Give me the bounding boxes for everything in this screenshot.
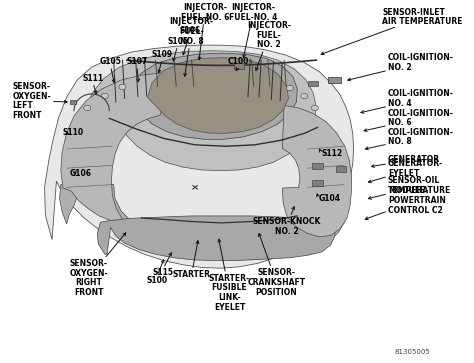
Polygon shape [86,51,316,171]
Text: 81305005: 81305005 [395,349,431,355]
Circle shape [84,105,91,111]
Text: SENSOR-
OXYGEN-
RIGHT
FRONT: SENSOR- OXYGEN- RIGHT FRONT [69,233,126,297]
Bar [328,77,341,83]
Text: S111: S111 [82,74,103,83]
Text: S105: S105 [167,37,188,46]
Text: COIL-IGNITION-
NO. 2: COIL-IGNITION- NO. 2 [348,53,454,81]
Polygon shape [97,216,335,261]
Polygon shape [283,106,351,237]
Text: S100: S100 [146,276,167,285]
Bar [308,81,319,86]
Text: G106: G106 [70,169,91,178]
Bar [312,180,323,186]
Polygon shape [45,45,354,268]
Text: INJECTOR-
FUEL-NO. 4: INJECTOR- FUEL-NO. 4 [229,3,277,57]
Bar [70,99,76,105]
Text: SENSOR-KNOCK
NO. 2: SENSOR-KNOCK NO. 2 [253,207,321,236]
Text: STARTER: STARTER [173,241,210,279]
Text: S109: S109 [152,50,173,59]
Polygon shape [127,53,297,139]
Circle shape [311,105,319,111]
Text: S110: S110 [62,128,83,137]
Polygon shape [60,184,347,260]
Text: MODULE-
POWERTRAIN
CONTROL C2: MODULE- POWERTRAIN CONTROL C2 [365,186,446,220]
Text: GENERATOR-
EYELET: GENERATOR- EYELET [368,159,443,183]
Polygon shape [147,58,289,133]
Text: INJECTOR-
FUEL-
NO. 2: INJECTOR- FUEL- NO. 2 [247,21,291,70]
Circle shape [286,85,293,91]
Text: C100: C100 [228,57,249,66]
Text: COIL-IGNITION-
NO. 4: COIL-IGNITION- NO. 4 [361,89,454,113]
Text: SENSOR-INLET
AIR TEMPERATURE: SENSOR-INLET AIR TEMPERATURE [321,8,463,54]
Text: G104: G104 [319,194,340,203]
Bar [336,166,346,172]
Text: SENSOR-OIL
TEMPERATURE: SENSOR-OIL TEMPERATURE [368,176,451,199]
Text: INJECTOR-
FUEL-NO. 6: INJECTOR- FUEL-NO. 6 [181,3,229,60]
Bar [234,63,245,69]
Text: S112: S112 [321,149,342,158]
Circle shape [301,93,308,99]
Text: S107: S107 [127,57,147,66]
Text: COIL-IGNITION-
NO. 8: COIL-IGNITION- NO. 8 [365,127,454,150]
Circle shape [119,84,126,90]
Text: STARTER-
FUSIBLE
LINK-
EYELET: STARTER- FUSIBLE LINK- EYELET [209,239,250,312]
Bar [312,163,323,168]
Text: COIL-IGNITION-
NO. 6: COIL-IGNITION- NO. 6 [364,109,454,131]
Text: G105: G105 [100,57,121,66]
Text: SENSOR-
CRANKSHAFT
POSITION: SENSOR- CRANKSHAFT POSITION [247,233,306,297]
Circle shape [101,93,109,99]
Text: S106: S106 [179,26,201,35]
Text: S115: S115 [153,268,174,277]
Polygon shape [61,73,161,220]
Text: GENERATOR: GENERATOR [372,155,440,167]
Text: SENSOR-
OXYGEN-
LEFT
FRONT: SENSOR- OXYGEN- LEFT FRONT [12,82,67,120]
Text: INJECTOR-
FUEL-
NO. 8: INJECTOR- FUEL- NO. 8 [170,17,214,76]
